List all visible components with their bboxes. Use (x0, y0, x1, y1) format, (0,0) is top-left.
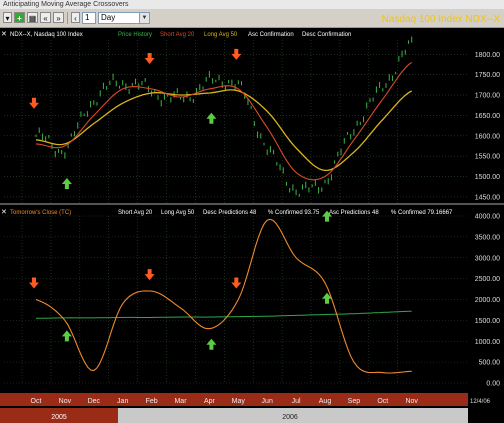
scroll-back-icon[interactable]: « (40, 12, 51, 23)
indicator-legend-item: % Confirmed 79.16667 (391, 210, 453, 216)
indicator-y-tick-label: 2500.00 (475, 276, 500, 283)
indicator-y-tick-label: 3500.00 (475, 234, 500, 241)
month-tick-label: Dec (88, 398, 101, 405)
indicator-y-tick-label: 1500.00 (475, 318, 500, 325)
indicator-legend-item: Long Avg 50 (161, 210, 195, 216)
price-legend-item: Price History (118, 32, 152, 38)
toolbar: ▾ + ▦ « » ‹ 1 Day ▼ (0, 9, 504, 28)
asc-prediction-arrow (206, 338, 217, 350)
month-tick-label: Nov (405, 398, 418, 405)
current-date-label: 12/4/06 (470, 399, 491, 405)
month-tick-label: Feb (146, 398, 158, 405)
prediction-level-line (36, 310, 412, 319)
interval-select[interactable]: Day ▼ (98, 12, 150, 24)
period-input[interactable]: 1 (82, 12, 96, 24)
price-panel (0, 28, 504, 203)
price-panel-close-icon[interactable]: ✕ (1, 31, 7, 38)
price-legend-item: NDX--X, Nasdaq 100 Index (10, 32, 83, 38)
chart-title: Nasdaq 100 Index NDX--X (382, 14, 501, 25)
year-2005-segment (0, 408, 118, 423)
month-tick-label: Jul (292, 398, 301, 405)
price-y-tick-label: 1650.00 (475, 113, 500, 120)
price-y-tick-label: 1700.00 (475, 93, 500, 100)
desc-confirmation-arrow (29, 97, 39, 109)
tomorrows-close-line (35, 218, 412, 374)
scroll-forward-icon[interactable]: » (53, 12, 64, 23)
indicator-panel-close-icon[interactable]: ✕ (1, 209, 7, 216)
indicator-legend-item: Short Avg 20 (118, 210, 153, 216)
desc-prediction-arrow (29, 277, 39, 289)
month-tick-label: Aug (319, 398, 332, 405)
desc-confirmation-arrow (231, 48, 242, 60)
asc-confirmation-arrow (61, 177, 72, 189)
window-title: Anticipating Moving Average Crossovers (3, 1, 129, 8)
indicator-legend-item: Tomorrow's Close (TC) (10, 210, 71, 216)
price-legend-item: Asc Confirmation (248, 32, 294, 38)
price-y-tick-label: 1450.00 (475, 194, 500, 201)
desc-confirmation-arrow (144, 52, 155, 64)
year-2006-segment (118, 408, 468, 423)
desc-prediction-arrow (144, 269, 155, 281)
month-tick-label: Mar (174, 398, 187, 405)
indicator-y-tick-label: 1000.00 (475, 339, 500, 346)
indicator-legend-item: % Confirmed 93.75 (268, 210, 320, 216)
indicator-legend-item: Desc Predictions 48 (203, 210, 257, 216)
month-tick-label: Sep (348, 398, 361, 405)
month-tick-label: Apr (204, 398, 216, 405)
indicator-panel (0, 205, 504, 385)
indicator-y-tick-label: 3000.00 (475, 255, 500, 262)
month-axis-bar (0, 393, 468, 406)
price-y-tick-label: 1800.00 (475, 52, 500, 59)
chevron-down-icon: ▼ (139, 13, 149, 23)
interval-select-value: Day (101, 13, 116, 22)
zoom-in-icon[interactable]: + (14, 12, 25, 23)
asc-prediction-arrow (61, 330, 72, 342)
month-tick-label: Oct (31, 398, 42, 405)
indicator-y-tick-label: 500.00 (479, 360, 501, 367)
price-legend-item: Short Avg 20 (160, 32, 195, 38)
menu-dropdown-icon[interactable]: ▾ (3, 12, 12, 23)
month-tick-label: Jan (117, 398, 128, 405)
asc-prediction-arrow (322, 292, 332, 304)
month-tick-label: May (232, 398, 246, 405)
short-avg-line (35, 61, 413, 181)
price-legend-item: Long Avg 50 (204, 32, 238, 38)
asc-confirmation-arrow (322, 210, 332, 222)
year-label: 2005 (51, 414, 67, 421)
asc-confirmation-arrow (206, 112, 217, 124)
desc-prediction-arrow (231, 277, 242, 289)
price-y-tick-label: 1600.00 (475, 133, 500, 140)
toolbar-separator (67, 12, 68, 24)
price-legend-item: Desc Confirmation (302, 32, 351, 38)
indicator-y-tick-label: 0.00 (486, 381, 500, 388)
indicator-legend-item: Asc Predictions 48 (329, 210, 379, 216)
price-y-tick-label: 1550.00 (475, 154, 500, 161)
indicator-y-tick-label: 2000.00 (475, 297, 500, 304)
indicator-y-tick-label: 4000.00 (475, 214, 500, 221)
year-label: 2006 (282, 414, 298, 421)
month-tick-label: Nov (59, 398, 72, 405)
period-decrease-icon[interactable]: ‹ (71, 12, 80, 23)
month-tick-label: Oct (377, 398, 388, 405)
year-axis-end (468, 408, 504, 423)
price-y-tick-label: 1750.00 (475, 72, 500, 79)
price-y-tick-label: 1500.00 (475, 174, 500, 181)
long-avg-line (35, 89, 413, 172)
chart-settings-icon[interactable]: ▦ (27, 12, 38, 23)
month-tick-label: Jun (262, 398, 273, 405)
